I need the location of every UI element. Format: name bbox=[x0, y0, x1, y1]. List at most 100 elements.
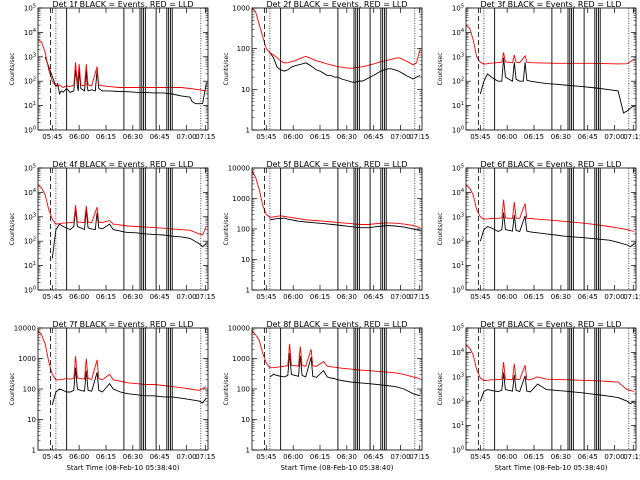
y-tick-label: 105 bbox=[452, 324, 464, 333]
y-tick-label: 101 bbox=[452, 421, 464, 430]
y-tick-label: 102 bbox=[452, 397, 464, 406]
chart-panel-5: Det 5f BLACK = Events, RED = LLD Counts/s… bbox=[223, 160, 429, 301]
y-tick-label: 101 bbox=[24, 261, 36, 270]
x-tick-label: 06:30 bbox=[551, 133, 571, 141]
x-tick-label: 06:30 bbox=[123, 453, 143, 461]
y-tick-label: 102 bbox=[452, 237, 464, 246]
x-tick-label: 06:30 bbox=[337, 453, 357, 461]
y-tick-label: 103 bbox=[452, 212, 464, 221]
x-tick-label: 07:00 bbox=[176, 453, 196, 461]
x-tick-label: 06:45 bbox=[150, 293, 170, 301]
y-tick-label: 1 bbox=[246, 287, 250, 295]
x-tick-label: 06:15 bbox=[524, 133, 544, 141]
plot-frame bbox=[251, 167, 423, 291]
x-axis-label: Start Time (08-Feb-10 05:38:40) bbox=[280, 464, 393, 472]
plot-frame bbox=[251, 327, 423, 451]
x-tick-label: 06:00 bbox=[283, 293, 303, 301]
y-tick-label: 101 bbox=[452, 261, 464, 270]
y-tick-label: 104 bbox=[452, 28, 464, 37]
x-tick-label: 06:45 bbox=[150, 453, 170, 461]
y-axis-label: Counts/sec bbox=[437, 52, 444, 85]
plot-frame bbox=[37, 327, 209, 451]
y-tick-label: 100 bbox=[452, 446, 464, 455]
y-tick-label: 103 bbox=[452, 372, 464, 381]
y-tick-label: 10000 bbox=[228, 325, 250, 333]
x-tick-label: 06:00 bbox=[69, 133, 89, 141]
y-tick-label: 104 bbox=[452, 348, 464, 357]
x-tick-label: 06:45 bbox=[578, 453, 598, 461]
chart-title: Det 2f BLACK = Events, RED = LLD bbox=[266, 0, 407, 9]
x-tick-label: 05:45 bbox=[470, 293, 490, 301]
x-tick-label: 06:45 bbox=[150, 133, 170, 141]
y-tick-label: 104 bbox=[24, 188, 36, 197]
chart-title: Det 9f BLACK = Events, RED = LLD bbox=[480, 320, 621, 329]
series-line-lld bbox=[38, 184, 207, 236]
x-tick-label: 06:15 bbox=[96, 293, 116, 301]
x-tick-label: 06:30 bbox=[337, 293, 357, 301]
x-tick-label: 05:45 bbox=[470, 133, 490, 141]
y-tick-label: 101 bbox=[452, 101, 464, 110]
x-tick-label: 07:00 bbox=[176, 293, 196, 301]
y-tick-label: 10 bbox=[241, 416, 250, 424]
y-axis-label: Counts/sec bbox=[437, 212, 444, 245]
y-tick-label: 100 bbox=[237, 386, 250, 394]
x-tick-label: 06:15 bbox=[310, 453, 330, 461]
x-tick-label: 05:45 bbox=[256, 293, 276, 301]
y-tick-label: 100 bbox=[237, 226, 250, 234]
chart-title: Det 5f BLACK = Events, RED = LLD bbox=[266, 160, 407, 169]
y-axis-label: Counts/sec bbox=[437, 372, 444, 405]
y-tick-label: 100 bbox=[23, 386, 36, 394]
x-tick-label: 05:45 bbox=[470, 453, 490, 461]
x-tick-label: 07:00 bbox=[390, 133, 410, 141]
x-tick-label: 06:15 bbox=[524, 293, 544, 301]
chart-title: Det 6f BLACK = Events, RED = LLD bbox=[480, 160, 621, 169]
y-tick-label: 100 bbox=[452, 126, 464, 135]
series-line-events bbox=[479, 212, 635, 248]
y-tick-label: 100 bbox=[24, 286, 36, 295]
y-tick-label: 105 bbox=[24, 4, 36, 13]
x-tick-label: 06:45 bbox=[364, 453, 384, 461]
chart-panel-3: Det 3f BLACK = Events, RED = LLD Counts/s… bbox=[437, 0, 640, 141]
x-tick-label: 06:30 bbox=[123, 293, 143, 301]
y-tick-label: 105 bbox=[24, 164, 36, 173]
x-tick-label: 06:45 bbox=[364, 293, 384, 301]
series-line-lld bbox=[466, 344, 635, 392]
x-tick-label: 07:00 bbox=[390, 293, 410, 301]
chart-panel-9: Det 9f BLACK = Events, RED = LLD Counts/s… bbox=[437, 320, 640, 472]
y-tick-label: 10000 bbox=[228, 165, 250, 173]
x-tick-label: 06:00 bbox=[69, 293, 89, 301]
chart-title: Det 7f BLACK = Events, RED = LLD bbox=[52, 320, 193, 329]
y-axis-label: Counts/sec bbox=[9, 372, 16, 405]
y-axis-label: Counts/sec bbox=[223, 52, 230, 85]
x-tick-label: 07:15 bbox=[623, 133, 640, 141]
x-tick-label: 06:00 bbox=[283, 133, 303, 141]
y-tick-label: 1000 bbox=[232, 355, 250, 363]
y-tick-label: 104 bbox=[452, 188, 464, 197]
y-tick-label: 103 bbox=[24, 212, 36, 221]
y-tick-label: 102 bbox=[24, 77, 36, 86]
y-tick-label: 1000 bbox=[18, 355, 36, 363]
chart-panel-7: Det 7f BLACK = Events, RED = LLD Counts/s… bbox=[9, 320, 215, 472]
x-tick-label: 07:15 bbox=[409, 133, 429, 141]
x-tick-label: 05:45 bbox=[42, 133, 62, 141]
y-tick-label: 103 bbox=[24, 52, 36, 61]
y-tick-label: 104 bbox=[24, 28, 36, 37]
chart-title: Det 3f BLACK = Events, RED = LLD bbox=[480, 0, 621, 9]
x-tick-label: 07:00 bbox=[604, 133, 624, 141]
x-tick-label: 07:15 bbox=[409, 293, 429, 301]
x-axis-label: Start Time (08-Feb-10 05:38:40) bbox=[66, 464, 179, 472]
plot-frame bbox=[37, 7, 209, 131]
plot-frame bbox=[37, 167, 209, 291]
series-line-lld bbox=[466, 24, 635, 65]
x-tick-label: 07:00 bbox=[604, 453, 624, 461]
plot-frame bbox=[465, 7, 637, 131]
x-tick-label: 05:45 bbox=[256, 133, 276, 141]
chart-title: Det 1f BLACK = Events, RED = LLD bbox=[52, 0, 193, 9]
y-tick-label: 1000 bbox=[232, 195, 250, 203]
chart-panel-8: Det 8f BLACK = Events, RED = LLD Counts/s… bbox=[223, 320, 429, 472]
x-tick-label: 06:30 bbox=[551, 453, 571, 461]
x-tick-label: 06:15 bbox=[96, 133, 116, 141]
x-tick-label: 06:30 bbox=[123, 133, 143, 141]
y-tick-label: 1 bbox=[246, 127, 250, 135]
